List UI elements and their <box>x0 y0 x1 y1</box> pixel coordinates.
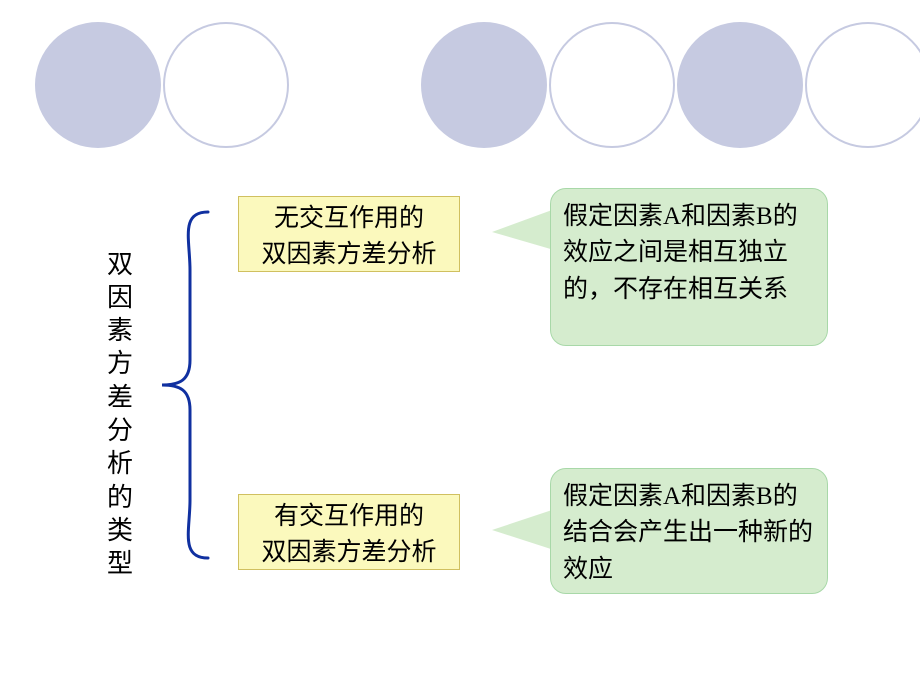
desc-box-with-interaction: 假定因素A和因素B的结合会产生出一种新的效应 <box>550 468 828 594</box>
desc-upper-text: 假定因素A和因素B的效应之间是相互独立的，不存在相互关系 <box>563 203 798 303</box>
desc-lower-text: 假定因素A和因素B的结合会产生出一种新的效应 <box>563 483 813 583</box>
desc-box-no-interaction: 假定因素A和因素B的效应之间是相互独立的，不存在相互关系 <box>550 188 828 346</box>
